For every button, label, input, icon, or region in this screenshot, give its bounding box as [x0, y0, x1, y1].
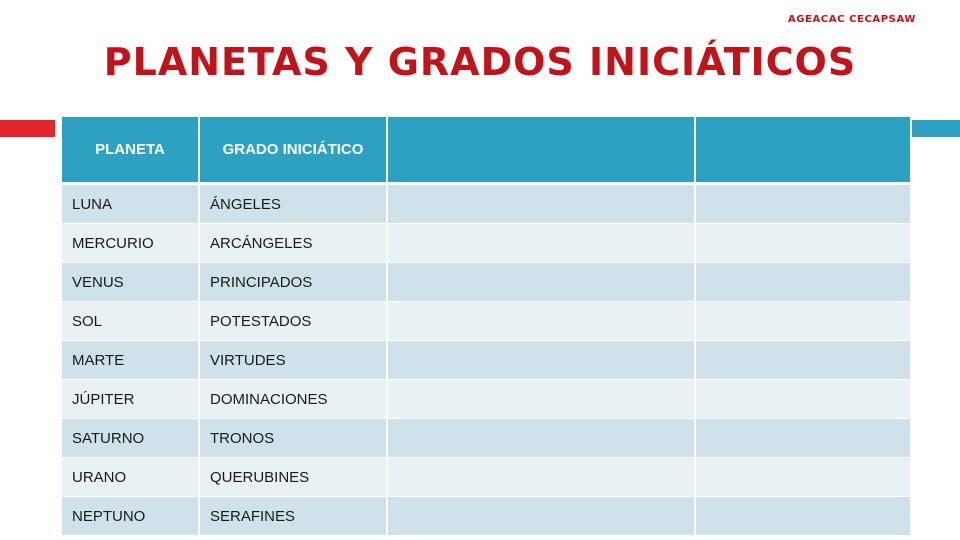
cell-empty [388, 497, 696, 536]
table-header-row: PLANETA GRADO INICIÁTICO [62, 117, 910, 185]
planets-table: PLANETA GRADO INICIÁTICO LUNA ÁNGELES ME… [62, 117, 910, 536]
table-row: SOL POTESTADOS [62, 302, 910, 341]
cell-empty [696, 497, 910, 536]
cell-empty [388, 263, 696, 302]
cell-planeta: NEPTUNO [62, 497, 200, 536]
cell-grado: SERAFINES [200, 497, 388, 536]
cell-planeta: VENUS [62, 263, 200, 302]
cell-grado: ÁNGELES [200, 185, 388, 224]
page-title: PLANETAS Y GRADOS INICIÁTICOS [103, 40, 857, 84]
cell-planeta: JÚPITER [62, 380, 200, 419]
cell-planeta: SATURNO [62, 419, 200, 458]
table-row: NEPTUNO SERAFINES [62, 497, 910, 536]
cell-empty [388, 224, 696, 263]
cell-planeta: MARTE [62, 341, 200, 380]
cell-empty [696, 224, 910, 263]
table-row: MARTE VIRTUDES [62, 341, 910, 380]
cell-empty [388, 458, 696, 497]
table-row: MERCURIO ARCÁNGELES [62, 224, 910, 263]
cell-empty [696, 380, 910, 419]
cell-grado: DOMINACIONES [200, 380, 388, 419]
cell-empty [696, 458, 910, 497]
cell-planeta: URANO [62, 458, 200, 497]
column-header-grado: GRADO INICIÁTICO [200, 117, 388, 185]
cell-empty [696, 419, 910, 458]
accent-bar-left [0, 120, 55, 137]
table-row: SATURNO TRONOS [62, 419, 910, 458]
cell-grado: QUERUBINES [200, 458, 388, 497]
table-row: URANO QUERUBINES [62, 458, 910, 497]
cell-empty [696, 263, 910, 302]
table-row: LUNA ÁNGELES [62, 185, 910, 224]
cell-grado: POTESTADOS [200, 302, 388, 341]
table-row: JÚPITER DOMINACIONES [62, 380, 910, 419]
column-header-empty-1 [388, 117, 696, 185]
cell-planeta: SOL [62, 302, 200, 341]
cell-empty [696, 341, 910, 380]
cell-empty [696, 185, 910, 224]
cell-planeta: LUNA [62, 185, 200, 224]
cell-empty [388, 380, 696, 419]
cell-empty [388, 185, 696, 224]
accent-bar-right [912, 120, 960, 137]
table-row: VENUS PRINCIPADOS [62, 263, 910, 302]
column-header-planeta: PLANETA [62, 117, 200, 185]
cell-empty [388, 302, 696, 341]
cell-grado: TRONOS [200, 419, 388, 458]
cell-grado: PRINCIPADOS [200, 263, 388, 302]
column-header-empty-2 [696, 117, 910, 185]
cell-empty [696, 302, 910, 341]
cell-empty [388, 341, 696, 380]
organization-label: AGEACAC CECAPSAW [787, 14, 916, 25]
cell-empty [388, 419, 696, 458]
cell-planeta: MERCURIO [62, 224, 200, 263]
cell-grado: ARCÁNGELES [200, 224, 388, 263]
cell-grado: VIRTUDES [200, 341, 388, 380]
